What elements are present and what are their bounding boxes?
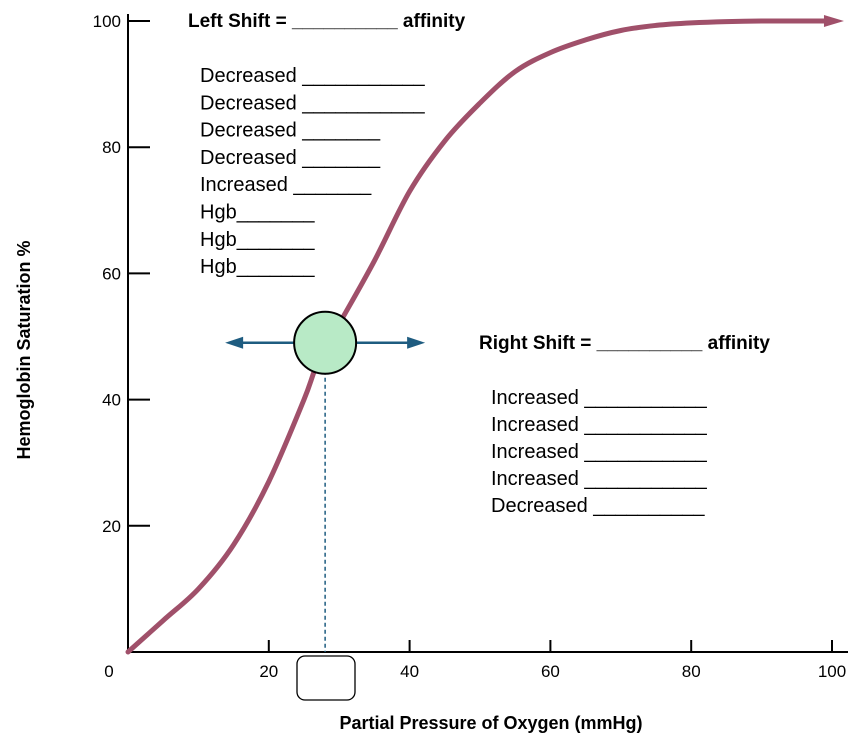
y-tick-label: 100 — [93, 12, 121, 31]
p50-marker-circle — [293, 310, 358, 375]
y-tick-label: 80 — [102, 138, 121, 157]
x-tick-label: 40 — [400, 662, 419, 681]
y-tick-label: 40 — [102, 391, 121, 410]
left-shift-title: Left Shift = __________ affinity — [188, 11, 466, 32]
left-shift-item: Increased _______ — [200, 174, 372, 196]
right-shift-title: Right Shift = __________ affinity — [479, 333, 770, 354]
x-tick-label: 60 — [541, 662, 560, 681]
right-shift-item: Increased ___________ — [491, 387, 708, 409]
left-shift-item: Decreased _______ — [200, 120, 381, 142]
right-shift-item: Increased ___________ — [491, 414, 708, 436]
left-shift-item: Decreased _______ — [200, 147, 381, 169]
x-tick-label: 100 — [818, 662, 846, 681]
right-shift-item: Decreased __________ — [491, 495, 705, 517]
left-shift-item: Hgb_______ — [200, 229, 315, 251]
y-axis-title: Hemoglobin Saturation % — [14, 240, 34, 459]
left-shift-item: Hgb_______ — [200, 256, 315, 278]
x-tick-label: 80 — [682, 662, 701, 681]
left-arrowhead — [225, 336, 244, 349]
right-shift-list: Increased ___________ Increased _________… — [491, 387, 708, 517]
left-shift-item: Decreased ___________ — [200, 92, 426, 114]
ticks: 0 20 40 60 80 100 20 40 60 80 100 — [93, 12, 847, 681]
left-shift-item: Hgb_______ — [200, 202, 315, 224]
right-arrowhead — [407, 336, 426, 349]
x-tick-label: 0 — [104, 662, 113, 681]
curve-arrowhead — [823, 15, 844, 27]
x-tick-label: 20 — [259, 662, 278, 681]
curve-layer — [125, 15, 844, 655]
right-shift-item: Increased ___________ — [491, 441, 708, 463]
marker-layer — [225, 310, 426, 652]
answer-box[interactable] — [296, 655, 356, 701]
axes — [127, 14, 848, 653]
y-tick-label: 60 — [102, 264, 121, 283]
left-shift-list: Decreased ___________ Decreased _________… — [200, 65, 426, 278]
left-shift-item: Decreased ___________ — [200, 65, 426, 87]
dissociation-curve — [125, 18, 828, 655]
y-tick-label: 20 — [102, 517, 121, 536]
right-shift-item: Increased ___________ — [491, 468, 708, 490]
x-axis-title: Partial Pressure of Oxygen (mmHg) — [339, 713, 642, 733]
